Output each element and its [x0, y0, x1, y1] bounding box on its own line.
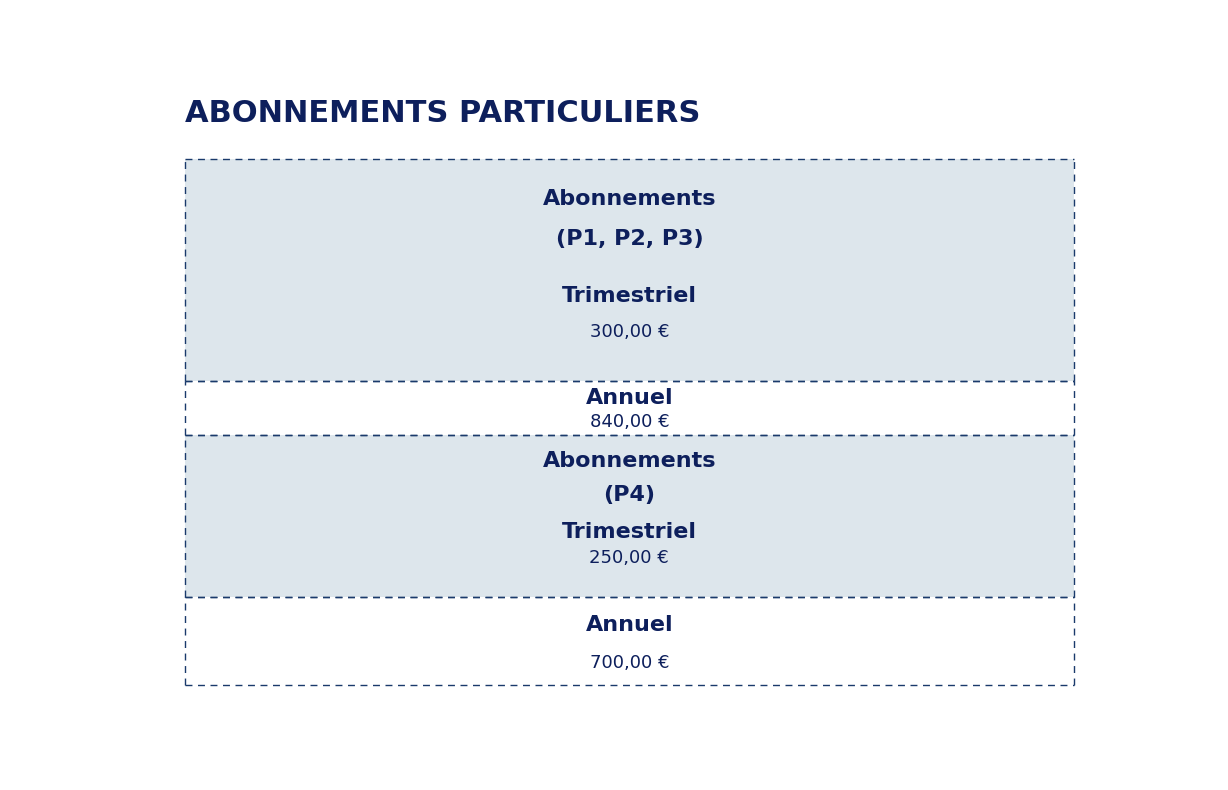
Bar	[185, 596, 1073, 685]
Text: Annuel: Annuel	[586, 615, 673, 635]
Text: Abonnements: Abonnements	[543, 189, 716, 209]
Text: 250,00 €: 250,00 €	[589, 549, 669, 567]
Text: 840,00 €: 840,00 €	[589, 412, 669, 431]
Bar	[185, 381, 1073, 435]
Text: Annuel: Annuel	[586, 388, 673, 408]
Text: (P4): (P4)	[603, 485, 656, 505]
Text: Trimestriel: Trimestriel	[562, 286, 696, 307]
Bar	[185, 159, 1073, 381]
Text: 300,00 €: 300,00 €	[589, 323, 669, 340]
Bar	[185, 435, 1073, 596]
Text: Abonnements: Abonnements	[543, 451, 716, 472]
Text: ABONNEMENTS PARTICULIERS: ABONNEMENTS PARTICULIERS	[185, 100, 700, 128]
Text: (P1, P2, P3): (P1, P2, P3)	[555, 228, 704, 249]
Text: Trimestriel: Trimestriel	[562, 522, 696, 542]
Text: 700,00 €: 700,00 €	[589, 654, 669, 672]
